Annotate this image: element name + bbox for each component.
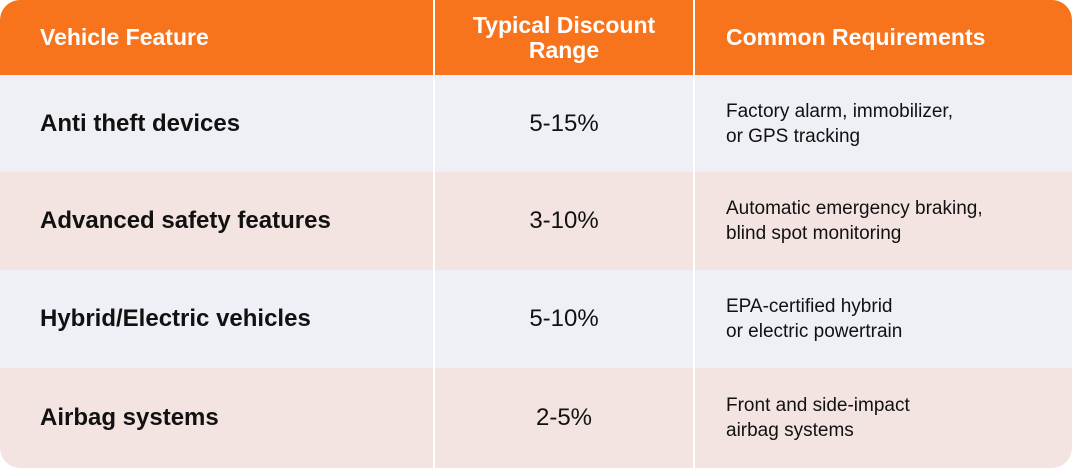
requirement-line: airbag systems — [726, 420, 854, 441]
feature-cell: Anti theft devices — [0, 75, 433, 172]
feature-cell: Hybrid/Electric vehicles — [0, 270, 433, 368]
header-cell: Typical Discount Range — [435, 0, 693, 75]
requirements-cell: Front and side-impact airbag systems — [695, 368, 1072, 468]
requirement-line: or GPS tracking — [726, 125, 861, 147]
discount-cell: 3-10% — [435, 172, 693, 270]
discount-cell: 2-5% — [435, 368, 693, 468]
header-cell: Common Requirements — [695, 0, 1072, 75]
header-cell: Vehicle Feature — [0, 0, 433, 75]
discount-cell: 5-15% — [435, 75, 693, 172]
feature-cell: Advanced safety features — [0, 172, 433, 270]
requirement-line: Front and side-impact — [726, 395, 910, 416]
requirement-line: EPA-certified hybrid — [726, 296, 893, 317]
discount-cell: 5-10% — [435, 270, 693, 368]
feature-cell: Airbag systems — [0, 368, 433, 468]
requirements-cell: Factory alarm, immobilizer, or GPS tracki… — [695, 75, 1072, 172]
requirement-line: Factory alarm, immobilizer, — [726, 100, 953, 122]
requirements-cell: EPA-certified hybrid or electric powertra… — [695, 270, 1072, 368]
requirement-line: or electric powertrain — [726, 321, 903, 342]
requirement-line: Automatic emergency braking, — [726, 198, 983, 219]
requirements-cell: Automatic emergency braking, blind spot m… — [695, 172, 1072, 270]
requirement-line: blind spot monitoring — [726, 223, 902, 244]
